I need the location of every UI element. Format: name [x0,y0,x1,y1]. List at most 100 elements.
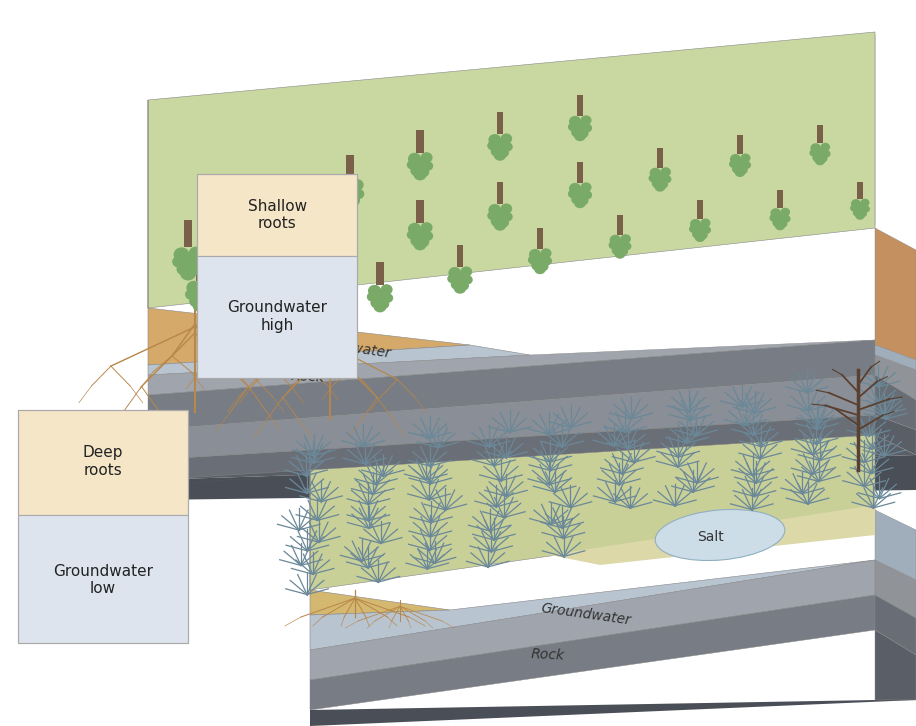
Ellipse shape [275,209,288,220]
Ellipse shape [332,252,348,267]
Polygon shape [875,375,916,430]
Polygon shape [550,505,875,565]
Ellipse shape [730,154,741,164]
Ellipse shape [529,249,541,260]
Ellipse shape [858,210,867,217]
Ellipse shape [487,141,497,150]
Ellipse shape [494,149,507,160]
Polygon shape [148,455,916,500]
Ellipse shape [407,160,418,170]
Ellipse shape [191,287,209,304]
Polygon shape [875,355,916,400]
Ellipse shape [622,242,631,250]
Ellipse shape [410,235,422,246]
Ellipse shape [655,510,785,560]
Polygon shape [875,345,916,370]
Ellipse shape [223,255,237,269]
Ellipse shape [782,215,791,223]
Ellipse shape [366,292,377,301]
Ellipse shape [273,274,284,284]
Ellipse shape [257,265,271,278]
Polygon shape [875,510,916,580]
Polygon shape [456,245,463,267]
Ellipse shape [413,168,427,180]
Ellipse shape [372,291,387,305]
Polygon shape [875,560,916,618]
Ellipse shape [259,278,273,290]
Ellipse shape [690,219,701,229]
Ellipse shape [340,193,353,205]
Ellipse shape [491,216,502,227]
Ellipse shape [574,197,586,208]
Ellipse shape [578,196,588,205]
Polygon shape [226,210,234,237]
Ellipse shape [256,272,267,283]
Ellipse shape [581,182,592,192]
Ellipse shape [302,312,313,322]
Ellipse shape [494,219,507,231]
Ellipse shape [381,284,393,295]
Ellipse shape [351,179,364,191]
Ellipse shape [775,221,785,230]
Ellipse shape [449,267,461,279]
Ellipse shape [447,274,458,283]
Ellipse shape [374,301,387,312]
Polygon shape [875,630,916,700]
Polygon shape [267,240,274,265]
Ellipse shape [734,159,747,171]
Ellipse shape [488,204,501,216]
Polygon shape [310,595,875,710]
Ellipse shape [326,253,337,264]
Ellipse shape [189,247,203,260]
Ellipse shape [418,237,430,247]
Polygon shape [310,700,916,726]
Polygon shape [657,148,663,168]
Ellipse shape [531,261,542,270]
Polygon shape [496,112,504,134]
Ellipse shape [769,214,778,221]
Ellipse shape [343,255,354,265]
Ellipse shape [660,167,671,176]
Ellipse shape [740,153,750,163]
Ellipse shape [290,317,302,327]
Ellipse shape [732,165,742,174]
Ellipse shape [649,168,661,178]
Ellipse shape [814,155,825,166]
Polygon shape [148,340,875,430]
Ellipse shape [821,143,830,152]
Ellipse shape [216,237,232,250]
Ellipse shape [192,298,208,312]
Ellipse shape [422,161,433,171]
Ellipse shape [330,259,343,271]
Ellipse shape [202,290,215,301]
Ellipse shape [337,180,352,192]
Ellipse shape [453,273,467,287]
Ellipse shape [413,238,427,250]
Polygon shape [857,182,863,199]
Ellipse shape [463,275,473,285]
Ellipse shape [583,123,592,132]
Ellipse shape [488,134,501,146]
Polygon shape [310,560,875,680]
Polygon shape [148,435,916,480]
Ellipse shape [572,128,583,137]
Polygon shape [875,228,916,360]
Polygon shape [537,228,543,249]
Ellipse shape [574,130,586,141]
Ellipse shape [493,140,507,154]
Ellipse shape [581,115,592,126]
Polygon shape [286,175,294,201]
Ellipse shape [382,293,393,303]
Ellipse shape [422,231,433,241]
Polygon shape [197,174,357,256]
Polygon shape [184,220,192,248]
Ellipse shape [292,310,308,325]
Polygon shape [148,32,875,308]
Ellipse shape [735,167,746,177]
Ellipse shape [298,318,310,329]
Polygon shape [817,125,823,143]
Polygon shape [148,375,875,460]
Ellipse shape [811,143,821,153]
Ellipse shape [412,159,428,174]
Polygon shape [18,410,188,515]
